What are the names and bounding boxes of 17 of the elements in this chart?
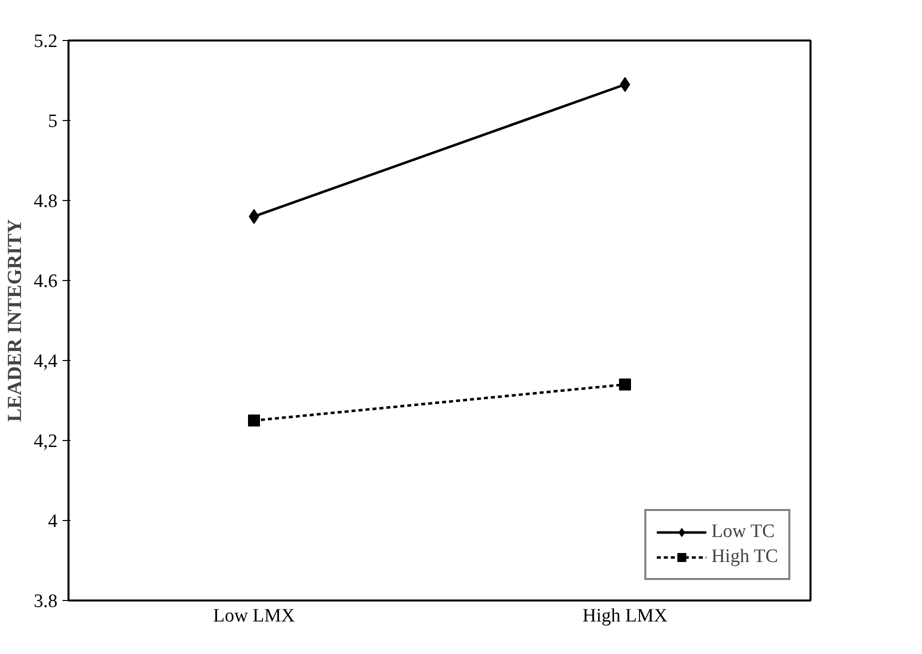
point xyxy=(619,378,631,390)
y-tick-label: 3.8 xyxy=(34,591,58,612)
y-tick-label: 4.8 xyxy=(34,191,58,212)
y-axis-title: LEADER INTEGRITY xyxy=(4,218,26,422)
y-tick-label: 4,4 xyxy=(34,351,58,372)
point xyxy=(248,209,260,224)
x-tick-label: High LMX xyxy=(582,606,668,626)
point xyxy=(248,414,260,426)
legend-label: High TC xyxy=(711,546,778,568)
point xyxy=(620,77,630,92)
legend-label: Low TC xyxy=(711,521,775,543)
y-tick-label: 5 xyxy=(48,111,58,132)
y-tick-label: 4 xyxy=(48,511,58,532)
y-tick-label: 5.2 xyxy=(34,31,58,52)
x-tick-label: Low LMX xyxy=(213,606,296,626)
y-tick-label: 4.6 xyxy=(34,271,58,292)
y-tick-label: 4,2 xyxy=(34,431,58,452)
